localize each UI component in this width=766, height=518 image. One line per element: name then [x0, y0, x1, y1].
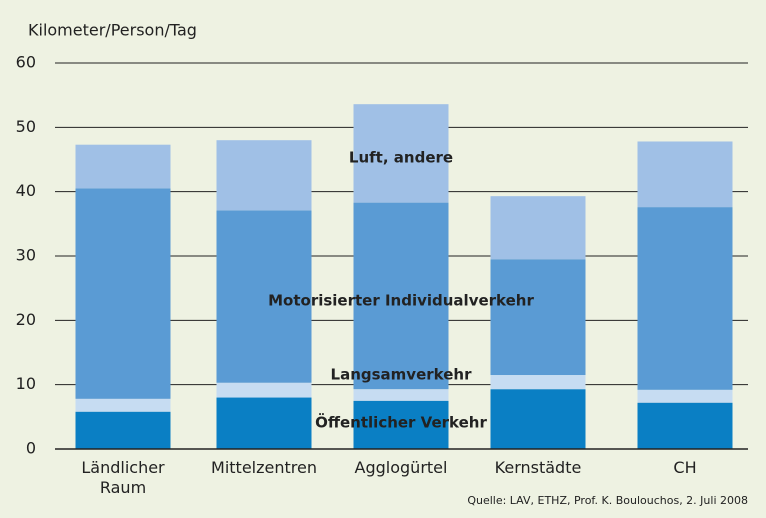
bar-segment — [353, 389, 449, 401]
bar-segment — [353, 104, 449, 203]
bar-segment — [75, 398, 171, 412]
bar-segment — [75, 188, 171, 399]
bar-segment — [216, 140, 312, 211]
bar-segment — [353, 202, 449, 390]
y-tick-label: 40 — [16, 181, 36, 200]
bar-segment — [75, 411, 171, 449]
x-tick-label: Agglogürtel — [354, 458, 448, 477]
series-label: Motorisierter Individualverkehr — [268, 292, 534, 310]
bar-segment — [490, 196, 586, 260]
y-tick-label: 30 — [16, 246, 36, 265]
bar-segment — [637, 207, 733, 390]
y-tick-label: 0 — [26, 439, 36, 458]
bar-segment — [216, 382, 312, 398]
bar-segment — [637, 389, 733, 403]
series-label: Luft, andere — [349, 149, 453, 167]
x-tick-label: Kernstädte — [494, 458, 582, 477]
bar-segment — [637, 141, 733, 208]
bar-segment — [75, 144, 171, 189]
bar-segment — [490, 389, 586, 449]
y-axis-label: Kilometer/Person/Tag — [28, 21, 197, 40]
y-tick-label: 60 — [16, 53, 36, 72]
bar-segment — [637, 402, 733, 449]
y-tick-label: 50 — [16, 117, 36, 136]
bar-segment — [216, 397, 312, 449]
bar-segment — [216, 210, 312, 383]
source: Quelle: LAV, ETHZ, Prof. K. Boulouchos, … — [467, 494, 748, 507]
series-label: Langsamverkehr — [331, 366, 473, 384]
x-tick-label: Ländlicher Raum — [81, 458, 165, 497]
x-tick-label: CH — [673, 458, 697, 477]
bar-segment — [353, 400, 449, 449]
y-tick-label: 20 — [16, 310, 36, 329]
y-tick-label: 10 — [16, 374, 36, 393]
x-tick-label: Mittelzentren — [211, 458, 317, 477]
bar-segment — [490, 375, 586, 390]
series-label: Öffentlicher Verkehr — [315, 413, 487, 432]
bar-segment — [490, 259, 586, 376]
